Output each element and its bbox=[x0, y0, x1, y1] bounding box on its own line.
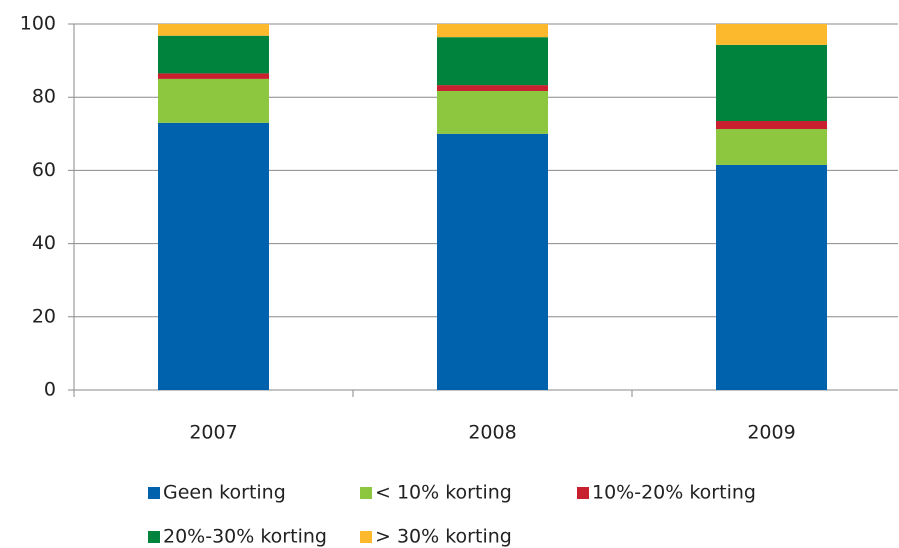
bar-segment bbox=[437, 37, 548, 86]
bar-segment bbox=[158, 35, 269, 74]
y-tick-label: 100 bbox=[20, 13, 56, 35]
bar-segment bbox=[437, 90, 548, 134]
legend-swatch bbox=[360, 487, 372, 499]
legend-label: < 10% korting bbox=[375, 482, 512, 504]
bar-segment bbox=[716, 164, 827, 390]
y-tick-label: 60 bbox=[32, 159, 56, 181]
x-tick-label: 2009 bbox=[747, 422, 795, 444]
y-tick-label: 40 bbox=[32, 232, 56, 254]
x-tick-label: 2007 bbox=[189, 422, 237, 444]
bar-segment bbox=[158, 122, 269, 390]
legend-swatch bbox=[148, 487, 160, 499]
legend-label: Geen korting bbox=[163, 482, 286, 504]
y-tick-label: 20 bbox=[32, 305, 56, 327]
legend-label: > 30% korting bbox=[375, 526, 512, 548]
bar-segment bbox=[716, 120, 827, 130]
bar-segment bbox=[158, 73, 269, 79]
bar-segment bbox=[158, 24, 269, 36]
legend-label: 20%-30% korting bbox=[163, 526, 327, 548]
legend-swatch bbox=[577, 487, 589, 499]
legend-label: 10%-20% korting bbox=[592, 482, 756, 504]
legend-swatch bbox=[148, 531, 160, 543]
bar-segment bbox=[716, 44, 827, 121]
bar-segment bbox=[716, 24, 827, 45]
bar-segment bbox=[158, 78, 269, 123]
bar-segment bbox=[716, 129, 827, 165]
legend-swatch bbox=[360, 531, 372, 543]
y-tick-label: 80 bbox=[32, 86, 56, 108]
x-tick-label: 2008 bbox=[468, 422, 516, 444]
y-tick-label: 0 bbox=[44, 379, 56, 401]
bar-segment bbox=[437, 24, 548, 38]
bar-segment bbox=[437, 85, 548, 91]
bar-segment bbox=[437, 133, 548, 391]
